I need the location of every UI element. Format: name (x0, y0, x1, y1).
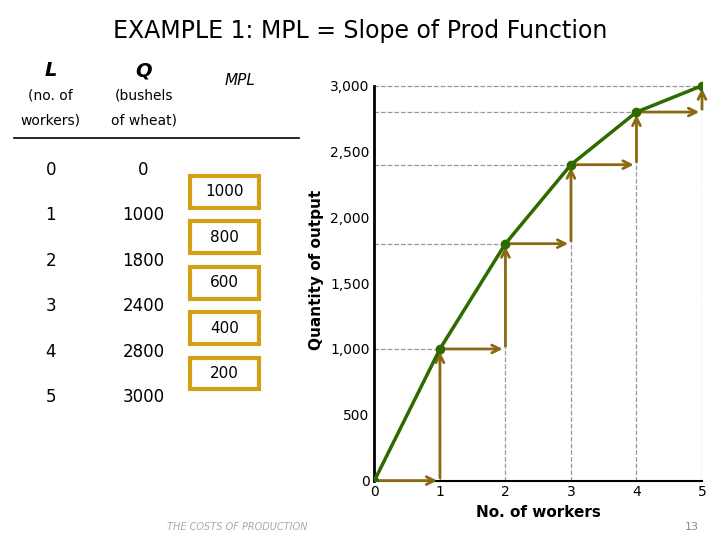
Text: THE COSTS OF PRODUCTION: THE COSTS OF PRODUCTION (168, 522, 307, 532)
Text: 3000: 3000 (122, 388, 165, 406)
Text: 2800: 2800 (122, 342, 165, 361)
Text: 2400: 2400 (122, 297, 165, 315)
FancyBboxPatch shape (190, 312, 259, 344)
Text: 13: 13 (685, 522, 698, 532)
Text: of wheat): of wheat) (111, 113, 176, 127)
Y-axis label: Quantity of output: Quantity of output (310, 190, 325, 350)
Text: 600: 600 (210, 275, 239, 290)
Text: 200: 200 (210, 366, 239, 381)
Text: 1000: 1000 (122, 206, 165, 225)
Text: (bushels: (bushels (114, 89, 173, 103)
Text: 0: 0 (138, 161, 149, 179)
Text: 1800: 1800 (122, 252, 165, 270)
Text: 5: 5 (45, 388, 56, 406)
FancyBboxPatch shape (190, 267, 259, 299)
Text: 0: 0 (45, 161, 56, 179)
X-axis label: No. of workers: No. of workers (476, 505, 600, 520)
Text: workers): workers) (21, 113, 81, 127)
Text: 1: 1 (45, 206, 56, 225)
Text: (no. of: (no. of (29, 89, 73, 103)
Text: 1000: 1000 (205, 185, 244, 199)
Text: MPL: MPL (224, 73, 255, 87)
Text: EXAMPLE 1: MPL = Slope of Prod Function: EXAMPLE 1: MPL = Slope of Prod Function (113, 19, 607, 43)
Text: 800: 800 (210, 230, 239, 245)
Text: 3: 3 (45, 297, 56, 315)
FancyBboxPatch shape (190, 221, 259, 253)
Text: 400: 400 (210, 321, 239, 335)
FancyBboxPatch shape (190, 176, 259, 208)
Text: Q: Q (135, 62, 152, 80)
Text: 2: 2 (45, 252, 56, 270)
Text: 4: 4 (45, 342, 56, 361)
Text: L: L (45, 62, 57, 80)
FancyBboxPatch shape (190, 357, 259, 389)
